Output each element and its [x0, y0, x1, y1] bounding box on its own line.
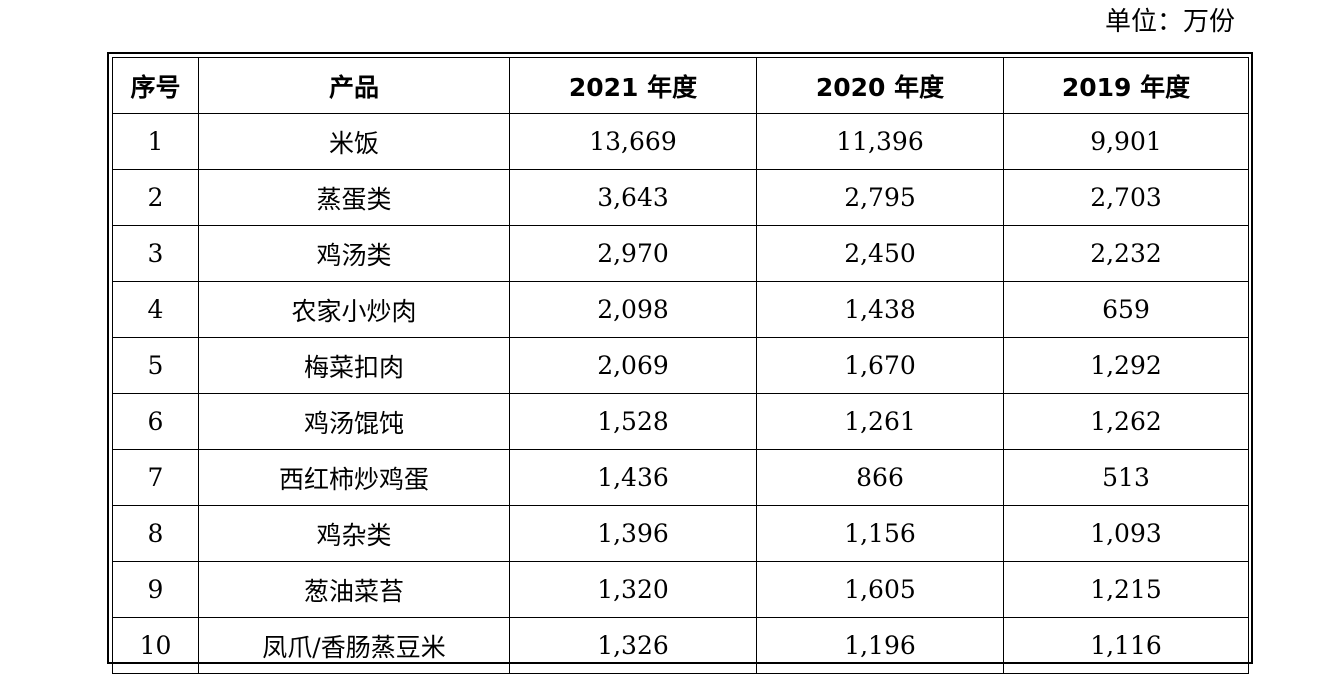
cell-2021: 2,098 [509, 281, 757, 338]
cell-index: 6 [112, 393, 199, 450]
table-header-row: 序号 产品 2021 年度 2020 年度 2019 年度 [112, 57, 1249, 114]
cell-product: 蒸蛋类 [198, 169, 510, 226]
header-index: 序号 [112, 57, 199, 114]
table-row: 8 鸡杂类 1,396 1,156 1,093 [112, 505, 1249, 562]
cell-2021: 13,669 [509, 113, 757, 170]
product-sales-table: 序号 产品 2021 年度 2020 年度 2019 年度 1 米饭 13,66… [112, 57, 1249, 674]
cell-2021: 1,326 [509, 617, 757, 674]
table-row: 1 米饭 13,669 11,396 9,901 [112, 113, 1249, 170]
cell-2019: 9,901 [1003, 113, 1249, 170]
cell-product: 西红柿炒鸡蛋 [198, 449, 510, 506]
table-row: 6 鸡汤馄饨 1,528 1,261 1,262 [112, 393, 1249, 450]
table-body: 1 米饭 13,669 11,396 9,901 2 蒸蛋类 3,643 2,7… [112, 113, 1249, 674]
cell-2019: 1,093 [1003, 505, 1249, 562]
cell-product: 鸡汤类 [198, 225, 510, 282]
cell-2019: 2,703 [1003, 169, 1249, 226]
cell-product: 鸡杂类 [198, 505, 510, 562]
cell-product: 鸡汤馄饨 [198, 393, 510, 450]
cell-2021: 1,320 [509, 561, 757, 618]
cell-index: 5 [112, 337, 199, 394]
cell-2020: 1,261 [756, 393, 1004, 450]
cell-2019: 513 [1003, 449, 1249, 506]
header-2019: 2019 年度 [1003, 57, 1249, 114]
cell-2020: 1,605 [756, 561, 1004, 618]
cell-product: 梅菜扣肉 [198, 337, 510, 394]
cell-2021: 1,528 [509, 393, 757, 450]
cell-2019: 1,292 [1003, 337, 1249, 394]
cell-2020: 1,196 [756, 617, 1004, 674]
cell-2020: 1,156 [756, 505, 1004, 562]
cell-2021: 2,069 [509, 337, 757, 394]
unit-label: 单位：万份 [1104, 7, 1235, 37]
cell-product: 凤爪/香肠蒸豆米 [198, 617, 510, 674]
table-row: 9 葱油菜苔 1,320 1,605 1,215 [112, 561, 1249, 618]
table-row: 10 凤爪/香肠蒸豆米 1,326 1,196 1,116 [112, 617, 1249, 674]
table-row: 3 鸡汤类 2,970 2,450 2,232 [112, 225, 1249, 282]
table-row: 4 农家小炒肉 2,098 1,438 659 [112, 281, 1249, 338]
cell-2020: 866 [756, 449, 1004, 506]
cell-2021: 2,970 [509, 225, 757, 282]
cell-2019: 1,215 [1003, 561, 1249, 618]
cell-index: 7 [112, 449, 199, 506]
cell-index: 1 [112, 113, 199, 170]
cell-product: 葱油菜苔 [198, 561, 510, 618]
cell-2019: 2,232 [1003, 225, 1249, 282]
table-row: 7 西红柿炒鸡蛋 1,436 866 513 [112, 449, 1249, 506]
cell-2020: 11,396 [756, 113, 1004, 170]
cell-2021: 3,643 [509, 169, 757, 226]
cell-product: 农家小炒肉 [198, 281, 510, 338]
cell-2020: 1,438 [756, 281, 1004, 338]
cell-2019: 659 [1003, 281, 1249, 338]
cell-2021: 1,396 [509, 505, 757, 562]
header-2021: 2021 年度 [509, 57, 757, 114]
cell-index: 10 [112, 617, 199, 674]
cell-2020: 2,795 [756, 169, 1004, 226]
table-row: 2 蒸蛋类 3,643 2,795 2,703 [112, 169, 1249, 226]
cell-2020: 1,670 [756, 337, 1004, 394]
cell-index: 3 [112, 225, 199, 282]
cell-index: 9 [112, 561, 199, 618]
cell-2019: 1,116 [1003, 617, 1249, 674]
cell-index: 4 [112, 281, 199, 338]
cell-index: 8 [112, 505, 199, 562]
table-row: 5 梅菜扣肉 2,069 1,670 1,292 [112, 337, 1249, 394]
cell-index: 2 [112, 169, 199, 226]
cell-2020: 2,450 [756, 225, 1004, 282]
cell-product: 米饭 [198, 113, 510, 170]
cell-2019: 1,262 [1003, 393, 1249, 450]
header-product: 产品 [198, 57, 510, 114]
cell-2021: 1,436 [509, 449, 757, 506]
product-sales-table-frame: 序号 产品 2021 年度 2020 年度 2019 年度 1 米饭 13,66… [107, 52, 1253, 674]
header-2020: 2020 年度 [756, 57, 1004, 114]
